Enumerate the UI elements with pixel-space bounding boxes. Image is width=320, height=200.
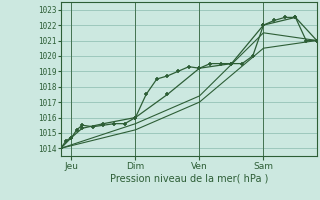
X-axis label: Pression niveau de la mer( hPa ): Pression niveau de la mer( hPa ) bbox=[110, 173, 268, 183]
